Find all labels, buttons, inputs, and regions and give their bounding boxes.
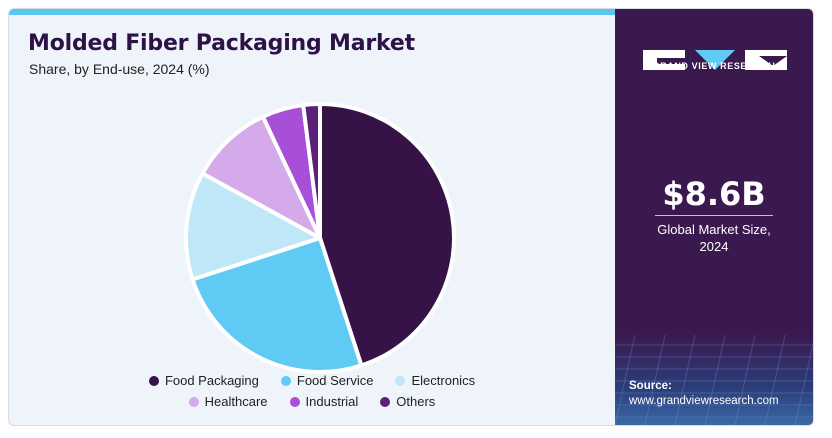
- brand-name: GRAND VIEW RESEARCH: [652, 61, 776, 71]
- source-url: www.grandviewresearch.com: [629, 395, 779, 407]
- legend-item-industrial: Industrial: [289, 394, 359, 409]
- source-note: Source: www.grandviewresearch.com: [629, 379, 779, 409]
- chart-panel: Molded Fiber Packaging Market Share, by …: [9, 9, 615, 425]
- legend-item-food-service: Food Service: [280, 373, 374, 388]
- legend-swatch: [148, 375, 159, 386]
- chart-subtitle: Share, by End-use, 2024 (%): [29, 61, 210, 77]
- legend-swatch: [280, 375, 291, 386]
- source-label: Source:: [629, 380, 672, 392]
- divider: [655, 215, 773, 216]
- legend-swatch: [395, 375, 406, 386]
- infographic-frame: Molded Fiber Packaging Market Share, by …: [8, 8, 814, 426]
- chart-title: Molded Fiber Packaging Market: [28, 31, 415, 56]
- legend-row: Food Packaging Food Service Electronics: [9, 373, 615, 388]
- legend-label: Electronics: [411, 373, 476, 388]
- market-size-label-line1: Global Market Size,: [657, 222, 771, 237]
- accent-bar: [9, 9, 615, 15]
- legend-item-electronics: Electronics: [395, 373, 475, 388]
- legend-item-others: Others: [380, 394, 435, 409]
- decorative-grid: [615, 335, 813, 425]
- legend-label: Healthcare: [204, 394, 268, 409]
- pie-slice-food-packaging: [318, 102, 456, 368]
- legend-swatch: [289, 396, 300, 407]
- grand-view-research-logo: [643, 50, 787, 70]
- market-size-label: Global Market Size, 2024: [615, 221, 813, 255]
- legend-row: Healthcare Industrial Others: [9, 394, 615, 409]
- pie-slice-electronics: [184, 171, 322, 282]
- legend-label: Others: [396, 394, 436, 409]
- market-size-value: $8.6B: [662, 175, 766, 213]
- market-size-label-line2: 2024: [699, 239, 729, 254]
- summary-sidebar: GRAND VIEW RESEARCH $8.6B Global Market …: [615, 9, 813, 425]
- legend-swatch: [380, 396, 391, 407]
- legend-label: Industrial: [305, 394, 359, 409]
- pie-chart: [184, 102, 456, 374]
- legend-item-food-packaging: Food Packaging: [148, 373, 259, 388]
- pie-slice-food-service: [190, 236, 364, 374]
- legend-swatch: [188, 396, 199, 407]
- legend-label: Food Service: [296, 373, 374, 388]
- legend-label: Food Packaging: [164, 373, 259, 388]
- grid-pattern: [615, 335, 813, 425]
- legend-item-healthcare: Healthcare: [188, 394, 268, 409]
- chart-legend: Food Packaging Food Service Electronics He…: [9, 373, 615, 415]
- pie-slice-others: [301, 102, 322, 240]
